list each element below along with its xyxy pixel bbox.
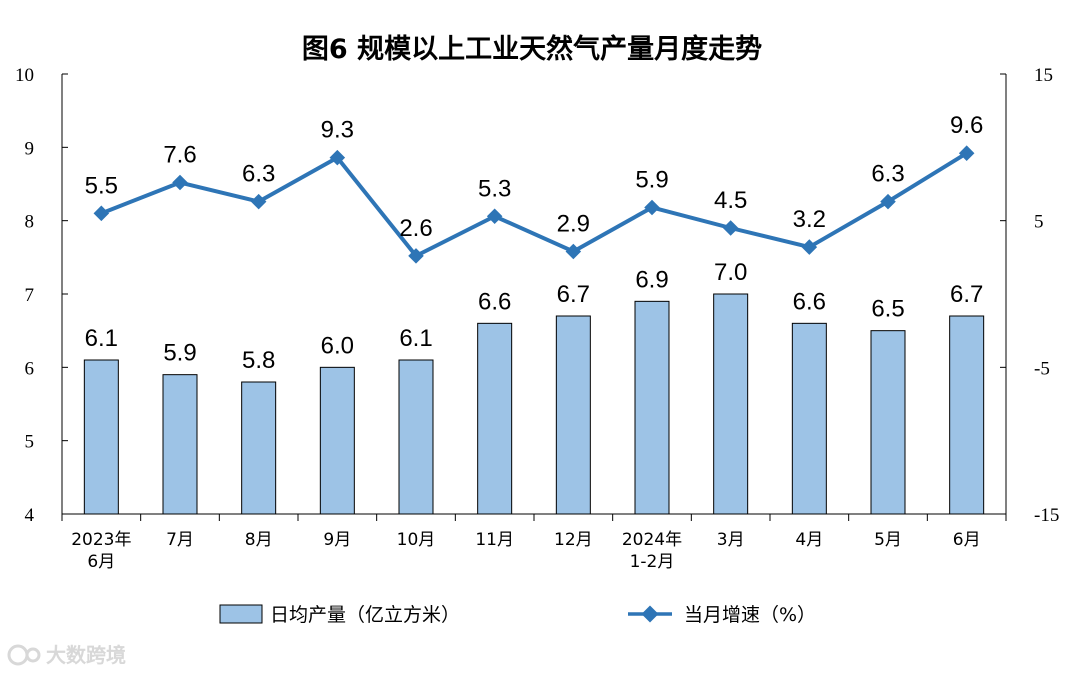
x-tick-label: 5月	[874, 530, 902, 550]
x-tick-label: 4月	[795, 530, 823, 550]
line-point-marker	[486, 208, 503, 225]
y-left-tick-label: 6	[25, 358, 35, 379]
bar	[477, 322, 513, 515]
bar	[83, 359, 119, 515]
y-right-tick-label: 5	[1034, 212, 1044, 233]
bar	[241, 381, 277, 515]
legend: 日均产量（亿立方米） 当月增速（%）	[219, 604, 816, 626]
line-data-label: 9.3	[321, 117, 354, 144]
y-right-tick-label: -5	[1034, 358, 1050, 379]
x-tick-label: 9月	[323, 530, 351, 550]
line-data-label: 6.3	[871, 161, 904, 188]
line-point-marker	[801, 239, 818, 255]
bar	[319, 366, 355, 515]
bar	[870, 330, 906, 515]
line-data-label: 4.5	[714, 187, 747, 214]
x-tick-label: 2024年	[622, 530, 682, 550]
line-point-marker	[329, 149, 346, 166]
watermark-logo-icon	[7, 644, 29, 666]
line-point-marker	[644, 199, 660, 216]
bar-data-label: 5.9	[163, 340, 196, 367]
bar	[398, 359, 434, 515]
bar	[555, 315, 591, 515]
line-point-marker	[880, 193, 896, 210]
bar	[713, 293, 749, 515]
bar-data-label: 6.7	[557, 281, 590, 308]
watermark-text: 大数跨境	[46, 643, 126, 667]
line-data-label: 7.6	[163, 142, 196, 169]
bar-data-label: 6.7	[950, 281, 983, 308]
line-point-marker	[565, 243, 582, 260]
y-left-tick-label: 9	[25, 138, 35, 159]
legend-diamond-marker	[641, 605, 659, 623]
y-right-tick-label: -15	[1034, 505, 1059, 526]
y-left-tick-label: 4	[25, 505, 35, 526]
y-left-tick-label: 7	[25, 285, 35, 306]
line-data-label: 9.6	[950, 112, 983, 139]
bar	[949, 315, 985, 515]
line-point-marker	[172, 174, 188, 191]
line-data-label: 6.3	[242, 161, 275, 188]
line-data-label: 5.9	[635, 166, 668, 193]
bar-data-label: 6.6	[793, 288, 826, 315]
line-point-marker	[958, 145, 975, 161]
legend-bar-swatch	[219, 604, 263, 624]
line-point-marker	[93, 205, 110, 222]
bar-data-label: 6.6	[478, 288, 511, 315]
y-left-tick-label: 10	[15, 65, 34, 86]
x-tick-label: 11月	[475, 530, 514, 550]
x-tick-label: 1-2月	[630, 552, 675, 572]
legend-label-growth-rate: 当月增速（%）	[684, 604, 816, 626]
bar-data-label: 6.1	[85, 325, 118, 352]
bar-data-label: 6.0	[321, 332, 354, 359]
bar-data-label: 6.1	[399, 325, 432, 352]
y-right-tick-label: 15	[1034, 65, 1053, 86]
bar-data-label: 7.0	[714, 259, 747, 286]
legend-label-daily-output: 日均产量（亿立方米）	[270, 604, 460, 626]
watermark-logo-dot-icon	[25, 647, 41, 663]
growth-rate-line	[100, 151, 968, 258]
bar-data-label: 6.5	[871, 296, 904, 323]
line-data-label: 3.2	[793, 206, 826, 233]
x-tick-label: 8月	[245, 530, 273, 550]
x-tick-label: 10月	[397, 530, 436, 550]
y-left-tick-label: 8	[25, 212, 35, 233]
bar	[634, 300, 670, 515]
x-tick-label: 12月	[554, 530, 593, 550]
bar	[162, 374, 198, 515]
line-point-marker	[722, 220, 739, 236]
bar-data-label: 5.8	[242, 347, 275, 374]
x-tick-label: 6月	[87, 552, 115, 572]
bar	[791, 322, 827, 515]
line-data-label: 2.9	[557, 210, 590, 237]
chart-title: 图6 规模以上工业天然气产量月度走势	[302, 33, 762, 65]
bar-data-label: 6.9	[635, 266, 668, 293]
x-tick-label: 6月	[953, 530, 981, 550]
line-data-label: 5.5	[85, 172, 118, 199]
x-tick-label: 2023年	[71, 530, 131, 550]
x-tick-label: 7月	[166, 530, 194, 550]
x-tick-label: 3月	[717, 530, 745, 550]
line-point-marker	[250, 193, 267, 210]
line-data-label: 2.6	[399, 215, 432, 242]
watermark: 大数跨境	[7, 643, 126, 667]
y-left-tick-label: 5	[25, 432, 35, 453]
line-data-label: 5.3	[478, 175, 511, 202]
